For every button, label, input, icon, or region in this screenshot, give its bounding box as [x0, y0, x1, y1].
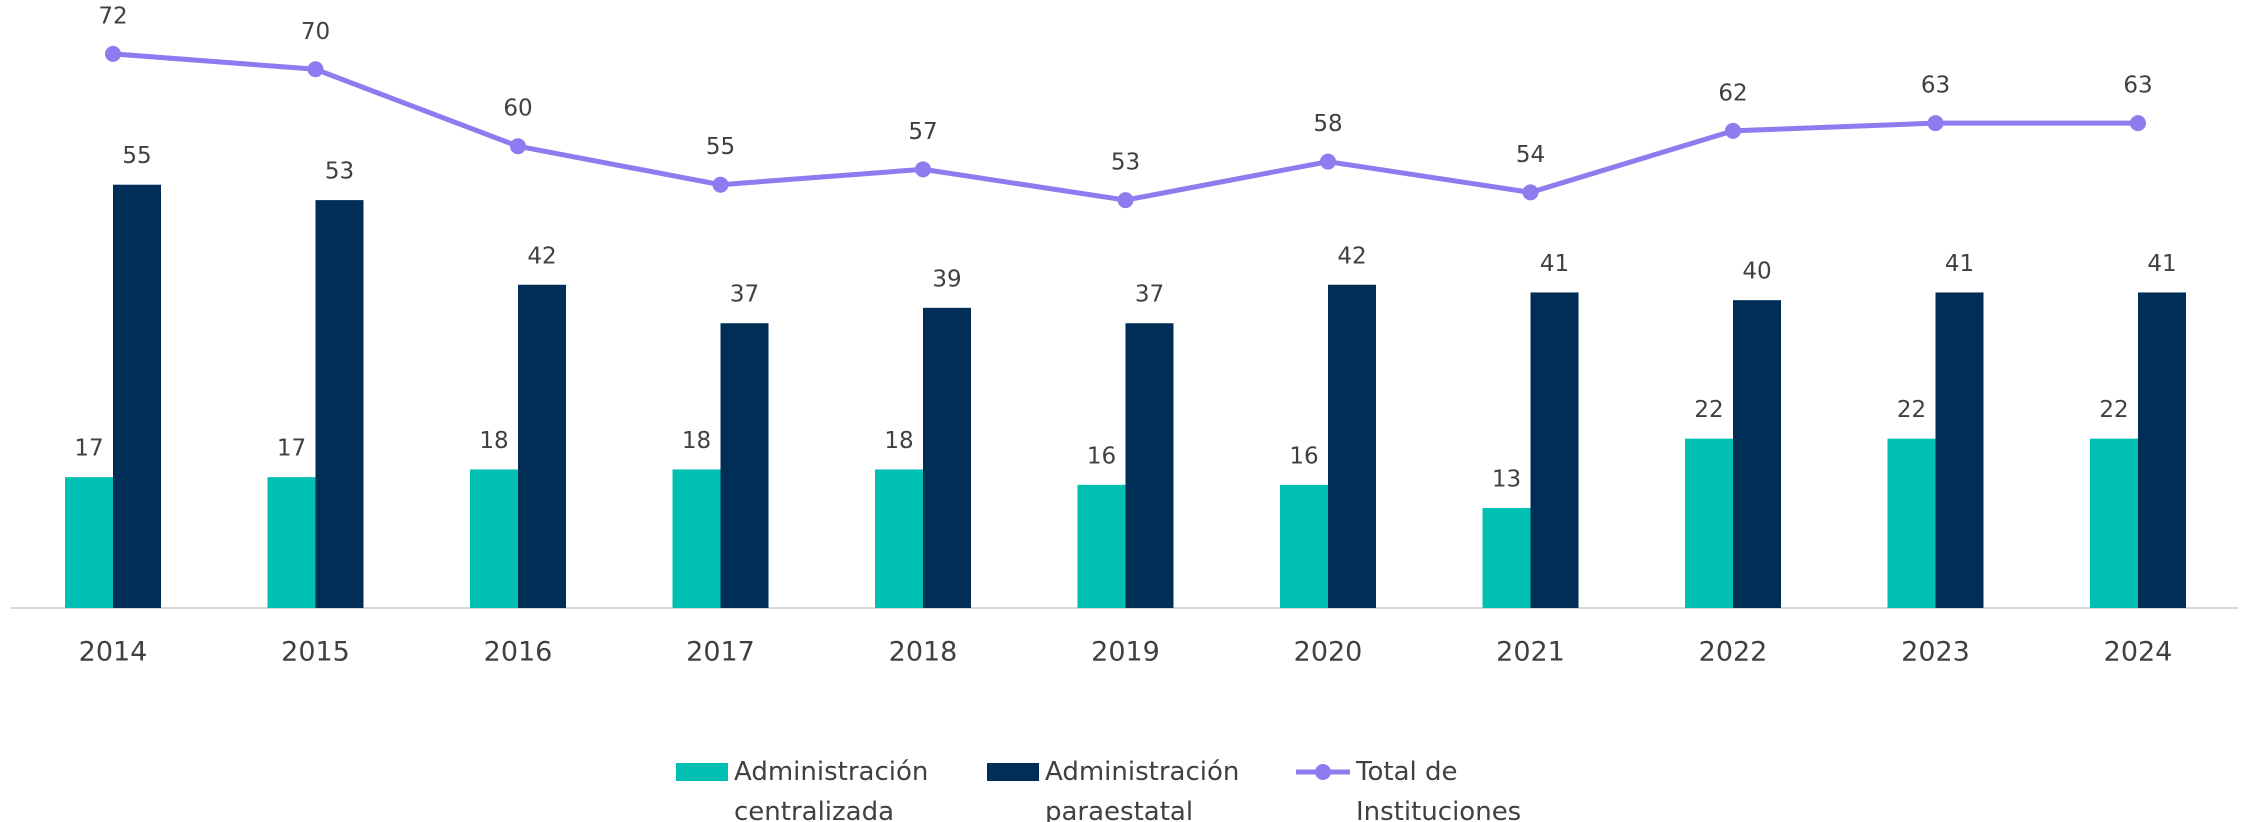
data-label: 22 — [1694, 397, 1723, 423]
x-tick-label: 2017 — [686, 637, 755, 668]
data-label: 18 — [682, 428, 711, 454]
data-label: 41 — [1540, 251, 1569, 277]
data-label: 70 — [301, 19, 330, 45]
legend-swatch — [676, 763, 728, 781]
data-label: 41 — [2147, 251, 2176, 277]
x-tick-label: 2024 — [2104, 637, 2173, 668]
x-tick-label: 2014 — [79, 637, 148, 668]
data-label: 22 — [2099, 397, 2128, 423]
data-label: 62 — [1718, 80, 1747, 106]
bar — [470, 469, 518, 608]
bar — [1077, 484, 1126, 608]
bar — [1328, 284, 1376, 608]
line-point — [1522, 184, 1539, 201]
data-label: 53 — [325, 159, 354, 185]
bar — [267, 477, 316, 608]
data-label: 55 — [706, 134, 735, 160]
bar — [1733, 300, 1781, 608]
x-tick-label: 2015 — [281, 637, 350, 668]
bar — [315, 200, 364, 609]
legend-swatch — [1296, 764, 1350, 780]
x-tick-label: 2016 — [484, 637, 553, 668]
data-label: 17 — [74, 436, 103, 462]
line-point — [2130, 115, 2146, 132]
data-label: 42 — [1337, 243, 1366, 269]
line — [112, 51, 2138, 203]
data-label: 63 — [1921, 73, 1950, 99]
bar — [875, 469, 923, 608]
bar — [2138, 292, 2186, 608]
bar — [1482, 507, 1531, 608]
legend-item: Administración centralizada — [676, 752, 944, 822]
legend-label: Administración centralizada — [734, 757, 929, 822]
data-label: 54 — [1516, 142, 1545, 168]
data-label: 60 — [503, 96, 532, 122]
data-label: 17 — [277, 436, 306, 462]
data-label: 53 — [1111, 150, 1140, 176]
x-tick-label: 2022 — [1699, 637, 1768, 668]
data-label: 42 — [527, 243, 556, 269]
bar — [720, 323, 769, 608]
data-label: 37 — [1135, 282, 1164, 308]
x-tick-label: 2019 — [1091, 637, 1160, 668]
data-label: 18 — [884, 428, 913, 454]
bar — [1685, 438, 1733, 608]
data-label: 16 — [1087, 443, 1116, 469]
bar — [1887, 438, 1936, 608]
bar — [923, 307, 971, 608]
bar — [672, 469, 721, 608]
data-label: 37 — [730, 282, 759, 308]
x-tick-label: 2020 — [1294, 637, 1363, 668]
line-point — [510, 138, 526, 155]
legend-label: Total de Instituciones — [1356, 757, 1522, 822]
data-label: 18 — [479, 428, 508, 454]
bar — [113, 184, 161, 608]
bar — [1125, 323, 1174, 608]
data-label: 58 — [1313, 111, 1342, 137]
bar — [1935, 292, 1984, 608]
line-point — [712, 176, 729, 193]
data-label: 40 — [1742, 259, 1771, 285]
data-label: 16 — [1289, 443, 1318, 469]
line-point — [1725, 122, 1741, 139]
bar — [1530, 292, 1579, 608]
legend-label: Administración paraestatal — [1045, 757, 1240, 822]
legend-item: Administración paraestatal — [987, 752, 1255, 822]
bar — [1280, 484, 1328, 608]
line-point — [915, 161, 931, 178]
data-label: 55 — [122, 143, 151, 169]
legend-swatch — [987, 763, 1039, 781]
line-point — [1320, 153, 1336, 170]
data-label: 72 — [98, 3, 127, 29]
data-label: 57 — [908, 119, 937, 145]
x-tick-label: 2018 — [889, 637, 958, 668]
data-label: 22 — [1897, 397, 1926, 423]
data-label: 39 — [932, 266, 961, 292]
data-label: 13 — [1492, 466, 1521, 492]
x-tick-label: 2021 — [1496, 637, 1565, 668]
legend-item: Total de Instituciones — [1296, 752, 1566, 822]
line-point — [105, 45, 121, 62]
data-label: 63 — [2123, 73, 2152, 99]
line-point — [1927, 115, 1944, 132]
x-tick-label: 2023 — [1901, 637, 1970, 668]
data-label: 41 — [1945, 251, 1974, 277]
bar — [65, 477, 113, 608]
bar — [2090, 438, 2138, 608]
line-point — [307, 61, 324, 78]
line-point — [1117, 192, 1134, 209]
bar — [518, 284, 566, 608]
